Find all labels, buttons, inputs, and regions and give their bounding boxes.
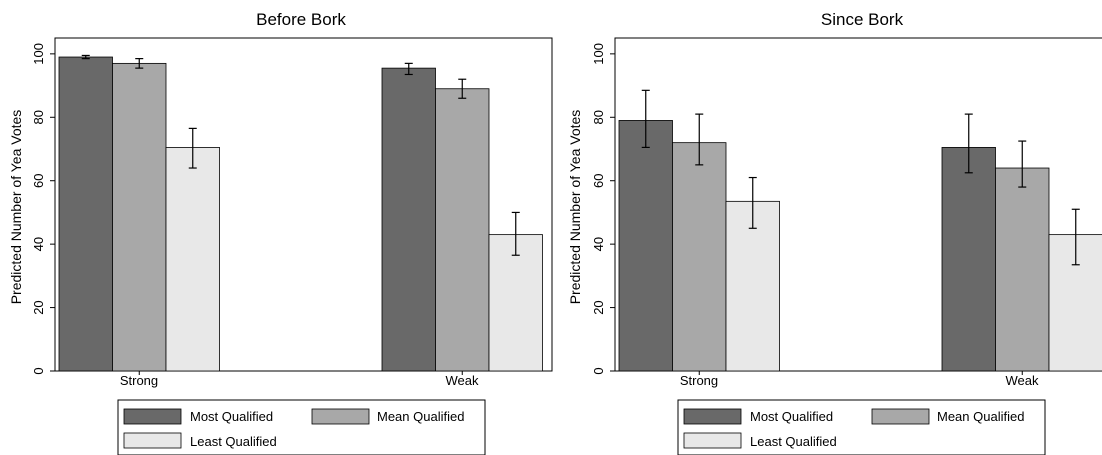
legend-swatch-least-qualified (683, 432, 742, 449)
error-bar-least-qualified-weak (1071, 208, 1080, 266)
panel-since-bork: Since Bork Predicted Number of Yea Votes… (567, 10, 1102, 455)
bar-least-qualified-strong (165, 147, 220, 372)
y-tick-label-twenty: 20 (31, 300, 46, 314)
legend-label-mean-qualified: Mean Qualified (377, 409, 464, 424)
bar-mean-qualified-strong (112, 62, 167, 372)
y-tick-label-zero: 0 (31, 367, 46, 374)
category-label-strong: Strong (680, 373, 718, 388)
bar-mean-qualified-strong (672, 142, 727, 372)
chart-title: Since Bork (821, 10, 904, 29)
bar-least-qualified-weak (488, 234, 543, 372)
bar-most-qualified-strong (618, 120, 673, 372)
legend-label-most-qualified: Most Qualified (750, 409, 833, 424)
y-tick-label-forty: 40 (31, 237, 46, 251)
legend-label-mean-qualified: Mean Qualified (937, 409, 1024, 424)
y-tick-label-eighty: 80 (31, 110, 46, 124)
error-bar-mean-qualified-weak (458, 78, 467, 99)
panel-before-bork: Before Bork Predicted Number of Yea Vote… (8, 10, 553, 455)
error-bar-mean-qualified-strong (695, 113, 704, 166)
y-tick-label-zero: 0 (591, 367, 606, 374)
legend: Most Qualified Mean Qualified Least Qual… (117, 399, 486, 455)
bar-most-qualified-strong (58, 56, 113, 372)
error-bar-most-qualified-weak (964, 113, 973, 174)
category-label-strong: Strong (120, 373, 158, 388)
y-tick-label-twenty: 20 (591, 300, 606, 314)
error-bar-mean-qualified-strong (135, 58, 144, 69)
category-label-weak: Weak (446, 373, 479, 388)
bar-mean-qualified-weak (995, 167, 1050, 372)
legend-label-least-qualified: Least Qualified (750, 434, 837, 449)
y-tick-label-hundred: 100 (31, 43, 46, 65)
y-axis-label: Predicted Number of Yea Votes (567, 110, 583, 305)
category-label-weak: Weak (1006, 373, 1039, 388)
y-tick-label-sixty: 60 (31, 173, 46, 187)
plot-frame (614, 37, 1102, 372)
y-tick-label-eighty: 80 (591, 110, 606, 124)
error-bar-least-qualified-strong (748, 176, 757, 229)
legend-swatch-most-qualified (123, 408, 182, 425)
bar-least-qualified-strong (725, 200, 780, 372)
error-bar-least-qualified-strong (188, 127, 197, 169)
error-bar-least-qualified-weak (511, 211, 520, 256)
plot-frame (54, 37, 553, 372)
legend-swatch-mean-qualified (311, 408, 370, 425)
y-tick-label-forty: 40 (591, 237, 606, 251)
y-tick-label-sixty: 60 (591, 173, 606, 187)
legend-label-least-qualified: Least Qualified (190, 434, 277, 449)
y-tick-label-hundred: 100 (591, 43, 606, 65)
error-bar-most-qualified-strong (641, 89, 650, 149)
bar-most-qualified-weak (381, 67, 436, 372)
legend-swatch-least-qualified (123, 432, 182, 449)
chart-title: Before Bork (256, 10, 346, 29)
bar-most-qualified-weak (941, 147, 996, 372)
error-bar-most-qualified-strong (81, 54, 90, 60)
error-bar-mean-qualified-weak (1018, 140, 1027, 188)
error-bar-most-qualified-weak (404, 62, 413, 76)
legend: Most Qualified Mean Qualified Least Qual… (677, 399, 1046, 455)
legend-swatch-most-qualified (683, 408, 742, 425)
bar-mean-qualified-weak (435, 88, 490, 372)
legend-label-most-qualified: Most Qualified (190, 409, 273, 424)
legend-swatch-mean-qualified (871, 408, 930, 425)
y-axis-label: Predicted Number of Yea Votes (8, 110, 24, 305)
